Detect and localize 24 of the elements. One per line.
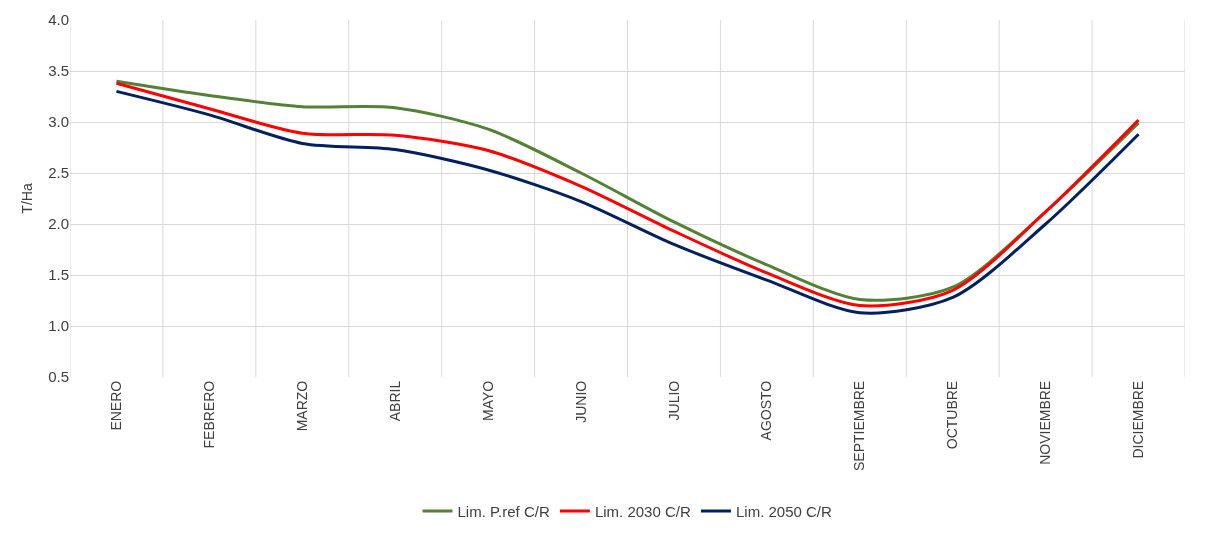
y-tick-label: 1.5 xyxy=(48,266,69,284)
x-tick-label: JULIO xyxy=(665,380,682,421)
legend-label: Lim. 2050 C/R xyxy=(735,502,832,520)
legend-label: Lim. P.ref C/R xyxy=(457,502,550,520)
legend-label: Lim. 2030 C/R xyxy=(594,502,691,520)
x-tick-label: AGOSTO xyxy=(758,380,775,441)
x-tick-label: OCTUBRE xyxy=(944,380,961,450)
y-tick-label: 2.5 xyxy=(48,164,69,182)
y-tick-label: 1.0 xyxy=(48,317,69,335)
x-tick-label: SEPTIEMBRE xyxy=(851,380,868,472)
y-tick-label: 3.5 xyxy=(48,62,69,80)
x-tick-label: FEBRERO xyxy=(200,380,217,449)
x-tick-label: MAYO xyxy=(479,380,496,421)
x-tick-label: DICIEMBRE xyxy=(1130,380,1147,459)
y-tick-label: 2.0 xyxy=(48,215,69,233)
x-tick-label: NOVIEMBRE xyxy=(1037,380,1054,465)
y-tick-label: 4.0 xyxy=(48,11,69,29)
x-tick-label: JUNIO xyxy=(572,380,589,423)
x-tick-label: MARZO xyxy=(293,380,310,432)
y-tick-label: 3.0 xyxy=(48,113,69,131)
x-tick-label: ENERO xyxy=(108,380,125,431)
x-tick-label: ABRIL xyxy=(386,380,403,422)
y-axis-title: T/Ha xyxy=(19,183,35,214)
y-tick-label: 0.5 xyxy=(48,368,69,386)
